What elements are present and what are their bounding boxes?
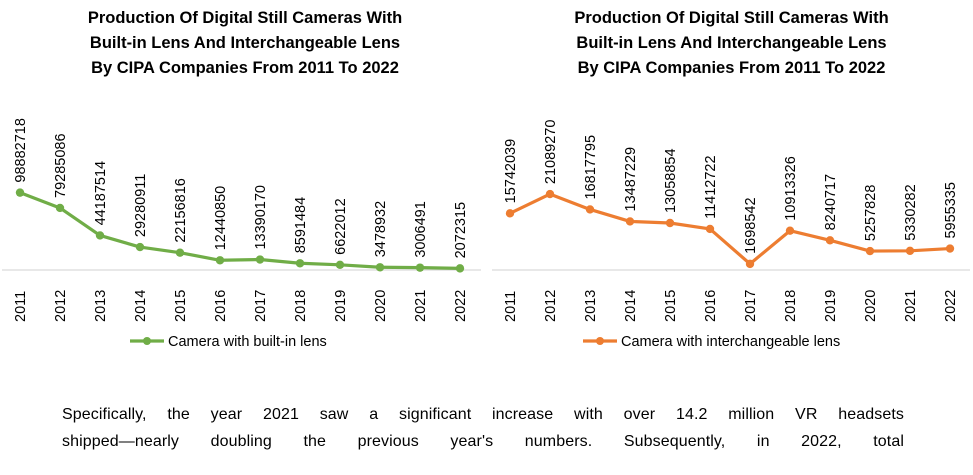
x-tick-label: 2018 [783,290,799,322]
data-point [215,256,225,265]
legend: Camera with built-in lens [130,334,327,350]
data-label: 12440850 [213,186,229,251]
data-point [545,189,555,199]
data-label: 13487229 [623,147,639,212]
data-point [455,264,465,273]
chart-title: Production Of Digital Still Cameras With… [0,6,490,81]
x-tick-label: 2015 [173,290,189,322]
data-point [625,217,635,226]
data-point [255,255,265,264]
series-line [509,192,951,266]
data-point [825,236,835,245]
data-point [175,248,185,257]
legend-swatch-marker [596,337,604,345]
data-label: 16817795 [583,135,599,200]
data-label: 8240717 [823,174,839,230]
data-point [95,231,105,240]
x-tick-label: 2020 [863,290,879,322]
data-label: 3006491 [413,201,429,257]
data-point [15,188,25,197]
data-point [785,226,795,235]
data-label: 3478932 [373,201,389,257]
data-point [585,205,595,214]
data-label: 98882718 [13,118,29,183]
chart-title-line: Production Of Digital Still Cameras With [87,9,403,27]
data-point [335,260,345,270]
chart-interchangeable-lens: Production Of Digital Still Cameras With… [490,0,973,370]
legend-swatch-marker [143,337,151,345]
data-label: 10913326 [783,156,799,221]
data-label: 29280911 [133,174,149,237]
paragraph-line: shipped—nearly doubling the previous yea… [62,433,904,450]
data-label: 22156816 [173,178,189,243]
data-label: 1698542 [743,197,759,253]
chart-title-line: Production Of Digital Still Cameras With [574,9,889,27]
data-label: 2072315 [453,202,469,258]
x-tick-label: 2022 [453,290,469,322]
x-tick-label: 2012 [543,290,559,322]
data-point [135,242,145,252]
data-point [745,259,755,269]
legend-label: Camera with built-in lens [168,334,327,350]
chart-title-line: By CIPA Companies From 2011 To 2022 [577,59,886,77]
chart-title-line: By CIPA Companies From 2011 To 2022 [91,59,399,77]
legend-label: Camera with interchangeable lens [621,334,840,350]
data-label: 5257828 [863,185,879,241]
data-label: 44187514 [93,161,109,226]
x-tick-label: 2013 [93,290,109,322]
data-label: 15742039 [503,139,519,204]
data-point [505,209,515,218]
x-tick-label: 2019 [333,290,349,322]
x-tick-label: 2012 [53,290,69,322]
chart-title: Production Of Digital Still Cameras With… [490,6,973,81]
data-point [415,263,425,272]
x-tick-label: 2022 [943,290,959,322]
body-paragraph: Specifically, the year 2021 saw a signif… [62,401,904,455]
data-point [55,203,65,213]
x-tick-label: 2016 [213,290,229,322]
data-label: 8591484 [293,197,309,253]
data-label: 79285086 [53,133,69,198]
data-label: 13390170 [253,185,269,250]
x-tick-label: 2015 [663,290,679,322]
data-point [665,218,675,228]
x-tick-label: 2017 [253,290,269,322]
chart-title-line: Built-in Lens And Interchangeable Lens [89,34,401,52]
data-label: 5330282 [903,184,919,240]
x-tick-label: 2013 [583,290,599,322]
x-tick-label: 2019 [823,290,839,322]
line-chart-plot: 15742039 2011 21089270 2012 16817795 2013 1348… [492,120,970,350]
data-label: 21089270 [543,120,559,185]
series-line [19,191,461,270]
data-label: 11412722 [703,155,719,218]
data-point [945,244,955,253]
x-tick-label: 2014 [133,290,149,322]
x-tick-label: 2017 [743,290,759,322]
x-tick-label: 2018 [293,290,309,322]
data-point [705,224,715,234]
x-tick-label: 2021 [903,290,919,322]
x-tick-label: 2016 [703,290,719,322]
data-label: 6622012 [333,198,349,254]
data-label: 5955335 [943,182,959,238]
data-point [375,263,385,272]
x-tick-label: 2020 [373,290,389,322]
line-chart-plot: 98882718 2011 79285086 2012 44187514 2013 2928… [2,118,481,350]
chart-built-in-lens: Production Of Digital Still Cameras With… [0,0,490,370]
x-tick-label: 2011 [13,291,29,322]
data-point [905,246,915,256]
x-tick-label: 2021 [413,290,429,322]
paragraph-line: Specifically, the year 2021 saw a signif… [62,406,904,423]
data-label: 13058854 [663,148,679,213]
legend: Camera with interchangeable lens [583,334,840,350]
data-point [865,246,875,256]
chart-title-line: Built-in Lens And Interchangeable Lens [576,34,887,52]
data-point [295,259,305,268]
x-tick-label: 2011 [503,291,519,322]
x-tick-label: 2014 [623,290,639,322]
